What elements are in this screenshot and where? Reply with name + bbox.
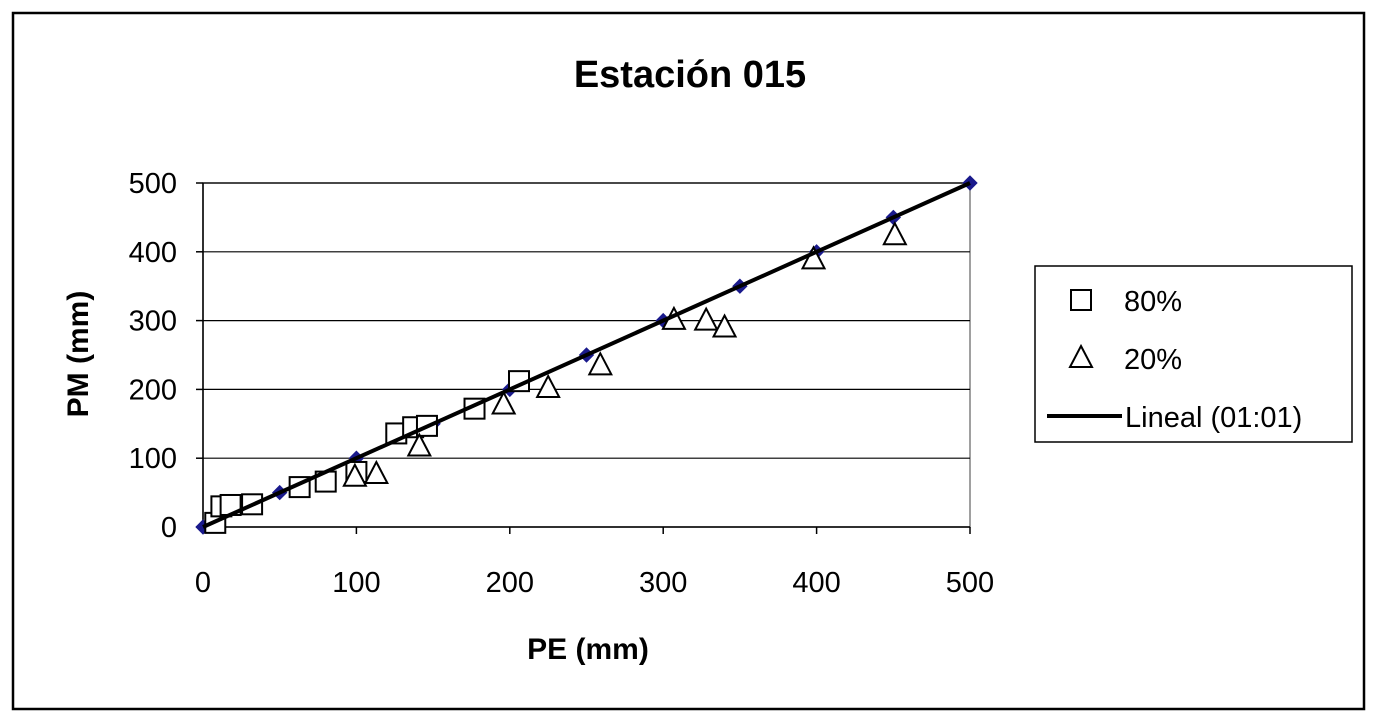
series-triangle [342, 221, 908, 487]
x-tick-label: 0 [195, 567, 211, 599]
series-line [202, 181, 971, 529]
triangle-point [711, 313, 738, 338]
legend-item: 80% [1070, 286, 1182, 318]
y-axis-ticks: 0 100 200 300 400 500 [129, 168, 203, 544]
triangle-point [342, 462, 368, 487]
y-tick-label: 400 [129, 237, 177, 269]
y-tick-label: 200 [129, 374, 177, 406]
triangle-point [587, 351, 613, 376]
x-tick-label: 500 [946, 567, 994, 599]
legend-square-swatch [1070, 289, 1092, 311]
legend-item: Lineal (01:01) [1047, 402, 1302, 434]
legend: 80% 20% Lineal (01:01) [1034, 265, 1353, 443]
x-tick-label: 300 [639, 567, 687, 599]
y-tick-label: 300 [129, 306, 177, 338]
x-tick-label: 200 [486, 567, 534, 599]
legend-label: Lineal (01:01) [1125, 402, 1302, 434]
series-layer [195, 175, 978, 535]
legend-item: 20% [1068, 343, 1182, 376]
legend-label: 80% [1124, 286, 1182, 318]
trend-line [202, 181, 971, 529]
triangle-point [363, 459, 389, 485]
legend-label: 20% [1124, 344, 1182, 376]
y-tick-label: 0 [161, 512, 177, 544]
x-axis-ticks: 0 100 200 300 400 500 [195, 527, 994, 599]
y-tick-label: 500 [129, 168, 177, 200]
x-axis-label: PE (mm) [527, 633, 649, 666]
triangle-point [693, 306, 719, 331]
triangle-point [800, 245, 827, 270]
triangle-point [882, 221, 908, 246]
y-tick-label: 100 [129, 443, 177, 475]
y-axis-label: PM (mm) [62, 291, 95, 418]
triangle-point [406, 432, 432, 457]
x-tick-label: 400 [792, 567, 840, 599]
triangle-point [491, 390, 517, 415]
triangle-point [535, 373, 561, 399]
x-tick-label: 100 [332, 567, 380, 599]
chart-title: Estación 015 [574, 54, 806, 96]
grid-lines [203, 182, 970, 459]
legend-triangle-swatch [1068, 343, 1094, 368]
